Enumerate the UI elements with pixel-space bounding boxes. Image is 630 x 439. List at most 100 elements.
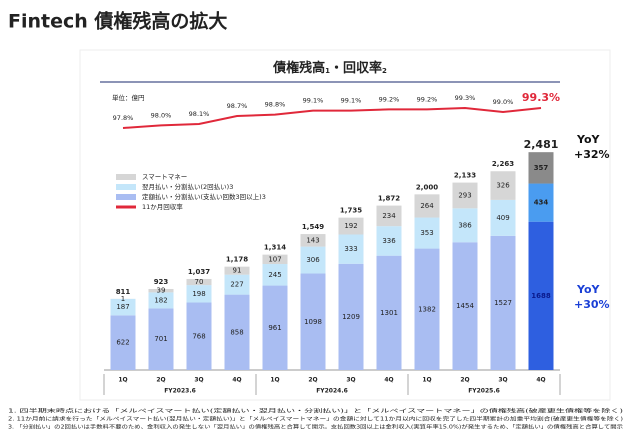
segment-label: 182 [154,296,167,304]
x-tick-label: 4Q [536,377,545,384]
total-label: 1,037 [188,268,210,276]
segment-label: 306 [306,256,320,264]
segment-label: 245 [268,271,281,279]
rate-label: 99.1% [341,97,362,105]
segment-label: 91 [233,267,242,275]
bar-segment [414,194,440,218]
segment-label: 409 [496,214,509,222]
bar-segment [528,152,554,184]
title-note: 1 [325,67,330,75]
bar-segment [186,302,212,370]
legend-label: 11か月回収率 [142,202,183,211]
bar-segment [414,217,440,249]
x-tick-label: 4Q [232,377,241,384]
bar-segment [414,248,440,370]
bar-segment [338,263,364,370]
bar-segment [528,221,554,370]
total-label: 1,735 [340,207,362,215]
bar-segment [148,292,174,309]
segment-label: 39 [157,287,166,295]
bar-segment [300,234,326,247]
segment-label: 192 [344,222,357,230]
rate-label: 98.0% [151,111,172,119]
bar-segment [376,226,402,256]
total-label: 2,133 [454,172,476,180]
bar-segment [110,298,136,316]
total-label: 1,549 [302,223,324,231]
bar-segment [452,182,478,209]
segment-label: 198 [192,290,205,298]
segment-label: 386 [458,221,472,229]
rate-label: 99.1% [303,97,324,105]
title-note: 2 [382,67,387,75]
segment-label: 107 [268,255,281,263]
segment-label: 353 [420,229,433,237]
x-tick-label: 3Q [194,377,203,384]
legend-swatch [116,194,136,200]
chart-title-text: ・回収率 [330,60,382,76]
segment-label: 434 [534,199,549,207]
segment-label: 858 [230,328,243,336]
x-tick-label: 4Q [384,377,393,384]
total-label: 1,178 [226,256,248,264]
segment-label: 333 [344,245,357,253]
bar-segment [224,294,250,370]
rate-label: 99.2% [417,95,438,103]
bar-segment [452,242,478,370]
bar-segment [148,308,174,370]
segment-label: 1209 [342,313,360,321]
chart-title-text: 債権残高 [272,60,325,76]
bar-segment [528,183,554,222]
legend-label: 翌月払い・分割払い(2回払い)3 [142,182,233,191]
segment-label: 1382 [418,305,436,313]
total-label: 923 [154,278,169,286]
segment-label: 622 [116,339,129,347]
x-tick-label: 3Q [498,377,507,384]
x-tick-label: 2Q [156,377,165,384]
segment-label: 768 [192,332,205,340]
segment-label: 961 [268,324,281,332]
x-tick-label: 1Q [270,377,279,384]
segment-label: 1454 [456,302,474,310]
bar-segment [490,171,516,200]
bar-segment [300,273,326,370]
bar-segment [262,264,288,286]
legend-label: スマートマネー [142,173,187,181]
segment-label: 1688 [531,292,551,300]
segment-label: 326 [496,182,510,190]
segment-label: 357 [534,164,549,172]
bar-segment [186,278,212,286]
rate-label: 99.3% [522,91,560,104]
rate-label: 98.8% [265,101,286,109]
total-label: 811 [116,288,131,296]
annotation-label: YoY [576,133,601,146]
footnote: 2. 11か月前に請求を行った「メルペイスマート払い(翌月払い・定額払い)」と「… [8,415,623,423]
bar-segment [148,288,174,293]
annotation-label: YoY [576,283,601,296]
bar-segment [262,254,288,265]
chart-title: 債権残高1・回収率2 [272,60,387,76]
bar-segment [376,205,402,227]
group-label: FY2023.6 [164,388,196,395]
group-label: FY2024.6 [316,388,348,395]
slide-title: Fintech 債権残高の拡大 [8,10,227,33]
x-tick-label: 2Q [308,377,317,384]
segment-label: 264 [420,202,434,210]
total-label: 1,314 [264,244,286,252]
bar-segment [110,315,136,370]
segment-label: 187 [116,303,129,311]
x-tick-label: 3Q [346,377,355,384]
bar-segment [224,274,250,295]
rate-label: 97.8% [113,114,134,122]
segment-label: 70 [195,278,204,286]
annotation-value: +30% [574,298,610,311]
bar-segment [186,285,212,303]
segment-label: 1301 [380,309,398,317]
segment-label: 1 [121,295,125,303]
rate-label: 98.1% [189,110,210,118]
legend-swatch [116,184,136,190]
segment-label: 336 [382,237,396,245]
total-label: 2,481 [524,138,559,151]
unit-label: 単位：億円 [112,93,145,102]
